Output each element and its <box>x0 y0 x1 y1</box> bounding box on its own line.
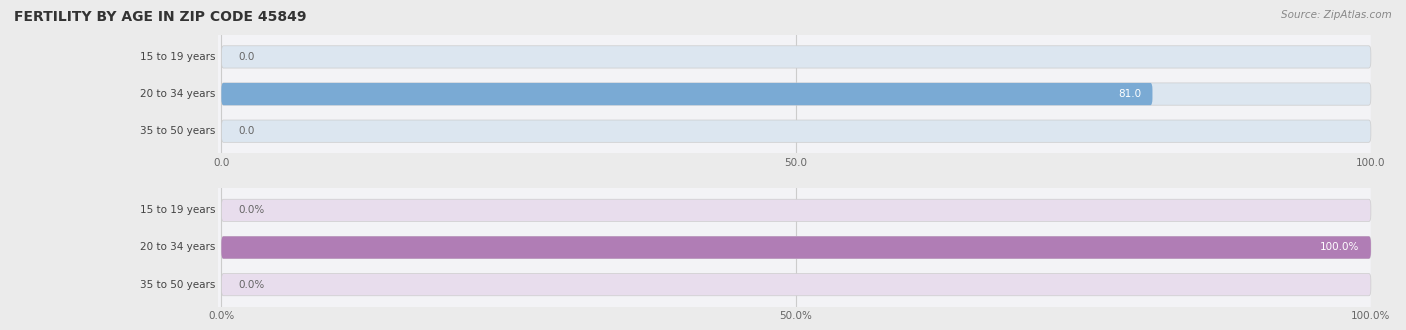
FancyBboxPatch shape <box>221 83 1371 105</box>
Text: 100.0%: 100.0% <box>1320 243 1360 252</box>
FancyBboxPatch shape <box>221 199 1371 221</box>
Text: 0.0: 0.0 <box>239 52 254 62</box>
FancyBboxPatch shape <box>221 236 1371 259</box>
FancyBboxPatch shape <box>221 236 1371 259</box>
Text: 0.0%: 0.0% <box>239 205 264 215</box>
Text: 35 to 50 years: 35 to 50 years <box>141 126 215 136</box>
FancyBboxPatch shape <box>221 274 1371 296</box>
Text: 0.0: 0.0 <box>239 126 254 136</box>
FancyBboxPatch shape <box>221 46 1371 68</box>
Text: Source: ZipAtlas.com: Source: ZipAtlas.com <box>1281 10 1392 20</box>
FancyBboxPatch shape <box>221 83 1153 105</box>
Text: 15 to 19 years: 15 to 19 years <box>141 205 215 215</box>
Text: 20 to 34 years: 20 to 34 years <box>141 89 215 99</box>
FancyBboxPatch shape <box>221 120 1371 142</box>
Text: 15 to 19 years: 15 to 19 years <box>141 52 215 62</box>
Text: 35 to 50 years: 35 to 50 years <box>141 280 215 290</box>
Text: FERTILITY BY AGE IN ZIP CODE 45849: FERTILITY BY AGE IN ZIP CODE 45849 <box>14 10 307 24</box>
Text: 0.0%: 0.0% <box>239 280 264 290</box>
Text: 81.0: 81.0 <box>1118 89 1140 99</box>
Text: 20 to 34 years: 20 to 34 years <box>141 243 215 252</box>
